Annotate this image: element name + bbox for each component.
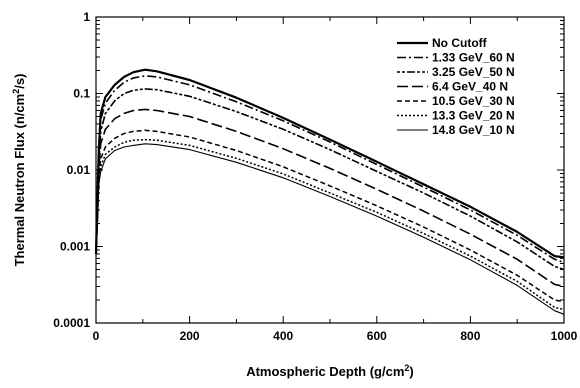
y-tick-label: 0.001 <box>60 240 90 254</box>
series-lines <box>94 68 565 315</box>
axis-tick-labels: 0 200 400 600 800 1000 1 0.1 0.01 0.001 0.0001 <box>53 10 577 343</box>
x-tick-label: 200 <box>180 329 200 343</box>
x-tick-label: 400 <box>273 329 293 343</box>
legend-label-6: 13.3 GeV_20 N <box>432 109 515 123</box>
series-line-6 <box>95 138 565 311</box>
legend-label-5: 10.5 GeV_30 N <box>432 94 515 108</box>
series-line-4 <box>95 108 565 288</box>
y-tick-label: 1 <box>83 10 90 24</box>
x-tick-label: 800 <box>460 329 480 343</box>
y-axis-title: Thermal Neutron Flux (n/cm2/s) <box>11 74 27 267</box>
legend-label-4: 6.4 GeV_40 N <box>432 80 508 94</box>
legend-label-2: 1.33 GeV_60 N <box>432 51 515 65</box>
series-line-5 <box>95 129 565 303</box>
legend-label-1: No Cutoff <box>432 36 488 50</box>
y-tick-label: 0.1 <box>73 87 90 101</box>
series-line-2 <box>95 75 565 264</box>
series-line-1 <box>94 68 565 259</box>
y-tick-label: 0.0001 <box>53 316 90 330</box>
x-axis-title: Atmospheric Depth (g/cm2) <box>246 363 414 379</box>
series-line-7 <box>95 143 565 315</box>
legend-label-7: 14.8 GeV_10 N <box>432 123 515 137</box>
x-tick-label: 0 <box>93 329 100 343</box>
y-tick-label: 0.01 <box>67 163 91 177</box>
legend-label-3: 3.25 GeV_50 N <box>432 65 515 79</box>
series-line-3 <box>95 88 565 271</box>
x-tick-label: 600 <box>367 329 387 343</box>
x-tick-label: 1000 <box>551 329 578 343</box>
